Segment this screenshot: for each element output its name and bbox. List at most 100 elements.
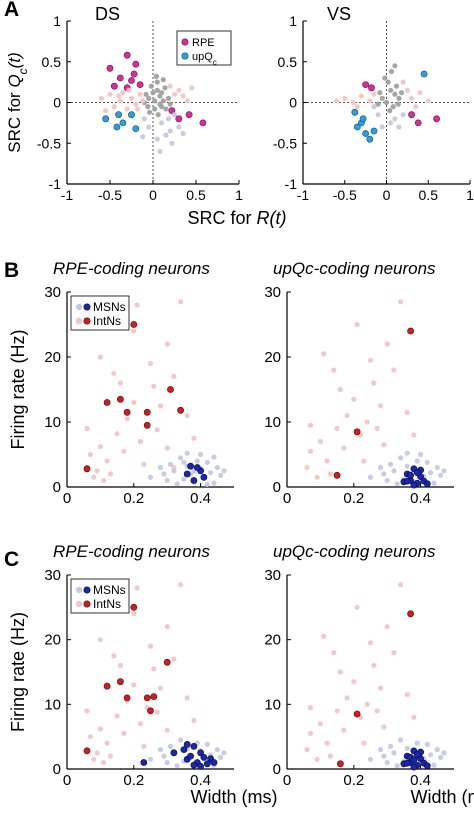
- data-point: [167, 461, 174, 467]
- data-point: [391, 468, 397, 474]
- data-point: [178, 299, 184, 305]
- data-point: [184, 412, 190, 419]
- legend-marker-light: [75, 586, 83, 594]
- y-tick-label: 20: [264, 632, 281, 649]
- legend-marker-light: [75, 317, 83, 325]
- data-point: [377, 403, 384, 409]
- data-point: [134, 302, 140, 308]
- x-tick-label: 0.5: [186, 187, 206, 203]
- data-point: [153, 73, 159, 79]
- data-point: [168, 107, 176, 114]
- data-point: [157, 685, 164, 691]
- data-point: [334, 708, 340, 714]
- data-point: [130, 70, 138, 78]
- data-point: [317, 438, 323, 445]
- data-point: [391, 750, 397, 756]
- data-point: [180, 746, 188, 753]
- panel-letter-a: A: [4, 0, 19, 21]
- y-tick-label: 0: [53, 479, 61, 496]
- data-point: [124, 416, 130, 422]
- data-point: [157, 148, 163, 154]
- data-point: [384, 624, 390, 630]
- data-point: [214, 747, 220, 753]
- data-point: [204, 459, 210, 465]
- data-point: [425, 98, 431, 104]
- data-point: [381, 753, 387, 759]
- data-point: [106, 64, 114, 72]
- data-point: [404, 87, 410, 93]
- legend-label: IntNs: [93, 314, 121, 328]
- data-point: [157, 403, 164, 409]
- data-point: [120, 90, 126, 96]
- legend-marker: [181, 38, 189, 46]
- legend-marker: [181, 52, 189, 60]
- data-point: [115, 111, 122, 119]
- data-point: [128, 95, 135, 101]
- data-point: [126, 87, 132, 93]
- data-point: [114, 431, 120, 437]
- data-point: [327, 471, 333, 477]
- data-point: [197, 749, 204, 757]
- data-point: [197, 763, 204, 770]
- data-point: [117, 395, 124, 403]
- data-point: [103, 682, 111, 690]
- chart-c-left: 0 0.2 0.4 0 10 20 30 RPE-coding neurons Firing r…: [8, 542, 278, 807]
- data-point: [140, 134, 146, 140]
- data-point: [132, 125, 140, 133]
- data-point: [400, 79, 406, 85]
- data-point: [131, 611, 137, 617]
- x-tick-label: 0.4: [190, 772, 211, 789]
- data-point: [404, 409, 410, 415]
- y-tick-label: 0.5: [278, 54, 298, 70]
- data-point: [362, 81, 369, 88]
- x-tick-label: 0: [383, 187, 391, 203]
- data-point: [364, 419, 370, 425]
- data-point: [94, 750, 100, 756]
- data-point: [353, 428, 361, 436]
- data-point: [375, 112, 381, 118]
- y-tick-label: 10: [44, 414, 61, 431]
- data-point: [163, 106, 169, 112]
- data-point: [358, 93, 364, 99]
- data-point: [390, 104, 396, 110]
- data-point: [117, 98, 123, 104]
- data-point: [441, 468, 447, 474]
- y-tick-label: 20: [44, 632, 61, 649]
- data-point: [408, 111, 415, 119]
- data-point: [164, 759, 170, 766]
- data-point: [104, 458, 110, 464]
- data-point: [411, 432, 417, 438]
- data-point: [157, 464, 164, 471]
- data-point: [367, 640, 374, 646]
- data-point: [117, 662, 123, 669]
- data-point: [304, 747, 310, 753]
- data-point: [385, 79, 391, 85]
- data-point: [164, 727, 170, 733]
- legend-marker-dark: [83, 303, 91, 311]
- data-point: [403, 477, 411, 485]
- data-point: [364, 701, 370, 707]
- data-point: [431, 762, 437, 768]
- data-point: [411, 714, 417, 720]
- y-tick-label: -0.5: [37, 135, 61, 151]
- data-point: [392, 63, 398, 69]
- x-tick-label: 0.4: [410, 490, 431, 507]
- data-point: [176, 87, 182, 93]
- data-point: [187, 462, 194, 470]
- panel-letter-c: C: [4, 548, 19, 571]
- data-point: [398, 582, 404, 588]
- data-point: [410, 481, 418, 489]
- data-point: [409, 95, 415, 101]
- data-point: [333, 98, 339, 104]
- data-point: [374, 708, 380, 714]
- data-point: [97, 637, 103, 643]
- data-point: [194, 458, 200, 464]
- legend-marker-light: [75, 303, 83, 311]
- data-point: [178, 455, 184, 461]
- data-point: [199, 119, 207, 127]
- x-tick-label: 0.2: [123, 772, 144, 789]
- data-point: [98, 95, 104, 101]
- data-point: [119, 119, 127, 127]
- data-point: [187, 752, 194, 760]
